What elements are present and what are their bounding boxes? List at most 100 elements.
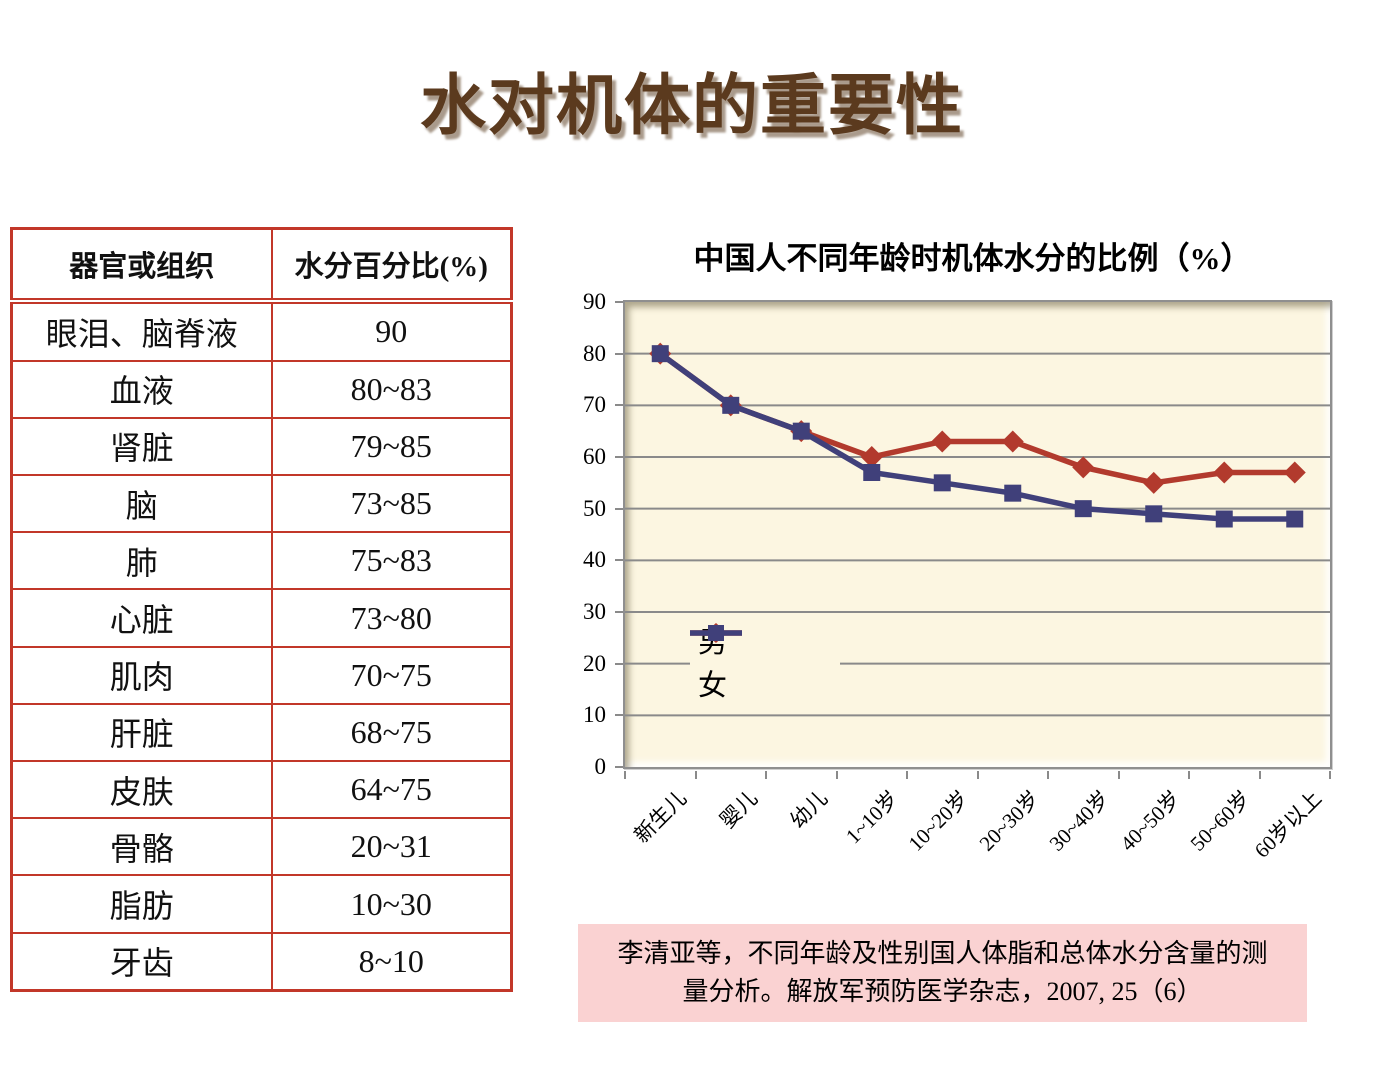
organ-cell: 牙齿 bbox=[10, 931, 273, 992]
y-axis-label: 80 bbox=[583, 340, 606, 366]
water-content-table: 器官或组织 水分百分比(%) 眼泪、脑脊液 90 血液 80~83 肾脏 79~85 脑 73… bbox=[10, 227, 513, 992]
y-axis-tick bbox=[615, 456, 623, 458]
plot-area: 男女 bbox=[623, 300, 1332, 769]
percentage-cell: 8~10 bbox=[270, 931, 513, 992]
data-point-marker-女 bbox=[1074, 500, 1092, 518]
organ-cell: 血液 bbox=[10, 359, 273, 419]
percentage-cell: 64~75 bbox=[270, 760, 513, 820]
percentage-cell: 20~31 bbox=[270, 817, 513, 877]
legend-marker-icon bbox=[690, 625, 742, 641]
y-axis-tick bbox=[615, 611, 623, 613]
x-axis-tick bbox=[1329, 771, 1331, 779]
y-axis-tick bbox=[615, 662, 623, 665]
organ-cell: 脂肪 bbox=[10, 874, 273, 934]
table-row: 脂肪 10~30 bbox=[10, 874, 513, 934]
y-axis-tick bbox=[615, 404, 623, 407]
data-point-marker-女 bbox=[1286, 510, 1304, 528]
data-point-marker-女 bbox=[792, 422, 810, 440]
organ-cell: 脑 bbox=[10, 473, 273, 534]
y-axis-label: 70 bbox=[583, 392, 606, 418]
y-axis-tick bbox=[615, 714, 623, 717]
y-axis-label: 0 bbox=[594, 754, 607, 779]
y-axis-label: 20 bbox=[583, 650, 606, 676]
organ-cell: 眼泪、脑脊液 bbox=[10, 300, 273, 362]
organ-cell: 心脏 bbox=[10, 588, 273, 648]
y-axis-tick bbox=[615, 559, 623, 562]
x-axis-tick bbox=[906, 771, 908, 779]
y-axis-tick bbox=[615, 507, 623, 510]
y-axis-label: 10 bbox=[583, 702, 606, 728]
data-point-marker-女 bbox=[933, 474, 951, 492]
x-axis-tick bbox=[1258, 771, 1261, 779]
data-point-marker-男 bbox=[1283, 461, 1306, 484]
organ-cell: 肝脏 bbox=[10, 702, 273, 763]
organ-cell: 骨骼 bbox=[10, 817, 273, 877]
organ-cell: 肾脏 bbox=[10, 416, 273, 477]
data-point-marker-女 bbox=[1004, 484, 1022, 502]
data-point-marker-女 bbox=[1145, 505, 1163, 523]
table-row: 骨骼 20~31 bbox=[10, 817, 513, 877]
percentage-column-header: 水分百分比(%) bbox=[270, 227, 513, 304]
table-header-row: 器官或组织 水分百分比(%) bbox=[10, 227, 513, 304]
y-axis-tick bbox=[615, 352, 623, 355]
percentage-cell: 70~75 bbox=[270, 645, 513, 705]
x-axis-tick bbox=[1047, 771, 1049, 779]
data-point-marker-男 bbox=[1213, 461, 1236, 484]
line-chart-canvas bbox=[625, 342, 1330, 717]
legend-label: 女 bbox=[698, 670, 728, 702]
citation-box: 李清亚等，不同年龄及性别国人体脂和总体水分含量的测 量分析。解放军预防医学杂志，… bbox=[578, 924, 1307, 1022]
x-axis-tick bbox=[835, 771, 838, 779]
percentage-cell: 79~85 bbox=[270, 416, 513, 477]
organ-cell: 皮肤 bbox=[10, 760, 273, 820]
chart-title: 中国人不同年龄时机体水分的比例（%） bbox=[693, 241, 1252, 276]
data-point-marker-女 bbox=[722, 396, 740, 414]
organ-cell: 肺 bbox=[10, 531, 273, 591]
table-row: 肝脏 68~75 bbox=[10, 702, 513, 763]
series-line-男 bbox=[658, 351, 1295, 486]
citation-line-2: 量分析。解放军预防医学杂志，2007, 25（6） bbox=[682, 977, 1203, 1006]
percentage-cell: 68~75 bbox=[270, 702, 513, 763]
x-axis-tick bbox=[1188, 771, 1190, 779]
series-line-女 bbox=[658, 351, 1295, 522]
y-axis-label: 40 bbox=[583, 547, 606, 573]
table-row: 肌肉 70~75 bbox=[10, 645, 513, 705]
percentage-cell: 10~30 bbox=[270, 874, 513, 934]
table-row: 脑 73~85 bbox=[10, 473, 513, 534]
data-point-marker-女 bbox=[1215, 510, 1233, 528]
table-row: 心脏 73~80 bbox=[10, 588, 513, 648]
x-axis-tick bbox=[976, 771, 979, 779]
y-axis-label: 50 bbox=[583, 495, 606, 521]
organ-column-header: 器官或组织 bbox=[10, 227, 273, 304]
page-title: 水对机体的重要性 bbox=[420, 68, 964, 142]
x-axis-tick bbox=[765, 771, 767, 779]
data-point-marker-男 bbox=[1072, 456, 1095, 479]
citation-line-1: 李清亚等，不同年龄及性别国人体脂和总体水分含量的测 bbox=[617, 939, 1268, 968]
y-axis-label: 90 bbox=[583, 289, 606, 314]
organ-cell: 肌肉 bbox=[10, 645, 273, 705]
x-axis-tick bbox=[1117, 771, 1120, 779]
data-point-marker-男 bbox=[1142, 471, 1165, 494]
table-row: 牙齿 8~10 bbox=[10, 931, 513, 992]
percentage-cell: 73~85 bbox=[270, 473, 513, 534]
percentage-cell: 90 bbox=[270, 300, 513, 362]
data-point-marker-女 bbox=[863, 464, 881, 481]
table-row: 肺 75~83 bbox=[10, 531, 513, 591]
chart-legend: 男女 bbox=[690, 620, 840, 710]
x-axis-tick bbox=[624, 771, 626, 779]
y-axis-label: 30 bbox=[583, 599, 606, 624]
table-row: 血液 80~83 bbox=[10, 359, 513, 419]
percentage-cell: 75~83 bbox=[270, 531, 513, 591]
table-row: 眼泪、脑脊液 90 bbox=[10, 300, 513, 362]
data-point-marker-女 bbox=[651, 345, 669, 363]
data-point-marker-男 bbox=[1001, 430, 1024, 453]
data-point-marker-男 bbox=[860, 446, 883, 468]
table-row: 肾脏 79~85 bbox=[10, 416, 513, 477]
y-axis-tick bbox=[615, 301, 623, 303]
percentage-cell: 73~80 bbox=[270, 588, 513, 648]
data-point-marker-男 bbox=[931, 430, 954, 453]
y-axis-tick bbox=[615, 766, 623, 768]
percentage-cell: 80~83 bbox=[270, 359, 513, 419]
legend-entry-女: 女 bbox=[690, 625, 840, 702]
y-axis-label: 60 bbox=[583, 444, 606, 469]
x-axis-tick bbox=[694, 771, 697, 779]
